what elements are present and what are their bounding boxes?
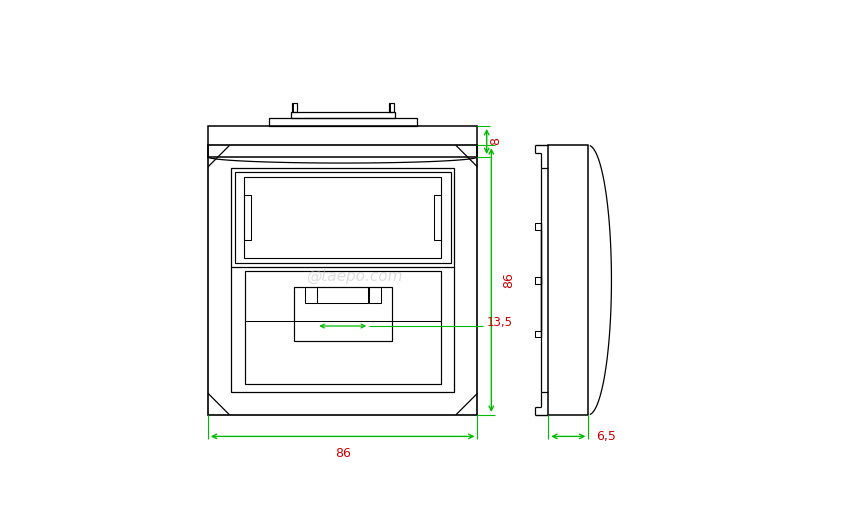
Bar <box>208 145 477 415</box>
Text: @taepo.com: @taepo.com <box>306 269 403 284</box>
Bar <box>208 126 477 157</box>
Bar <box>369 287 381 303</box>
Text: 8: 8 <box>490 138 503 145</box>
Bar <box>548 145 588 415</box>
Bar <box>231 168 454 392</box>
Bar <box>235 172 451 263</box>
Text: 86: 86 <box>502 272 514 288</box>
Bar <box>388 103 394 112</box>
Bar <box>536 222 541 229</box>
Bar <box>434 195 442 240</box>
Bar <box>536 277 541 284</box>
Bar <box>317 287 368 303</box>
Bar <box>244 195 251 240</box>
Bar <box>268 118 417 126</box>
Bar <box>292 103 297 112</box>
Text: 13,5: 13,5 <box>486 316 513 329</box>
Text: 6,5: 6,5 <box>596 430 616 443</box>
Bar <box>305 287 316 303</box>
Bar <box>245 271 441 384</box>
Bar <box>536 330 541 338</box>
Text: 86: 86 <box>335 447 350 460</box>
Bar <box>291 112 394 118</box>
Bar <box>244 177 442 258</box>
Bar <box>294 287 392 341</box>
